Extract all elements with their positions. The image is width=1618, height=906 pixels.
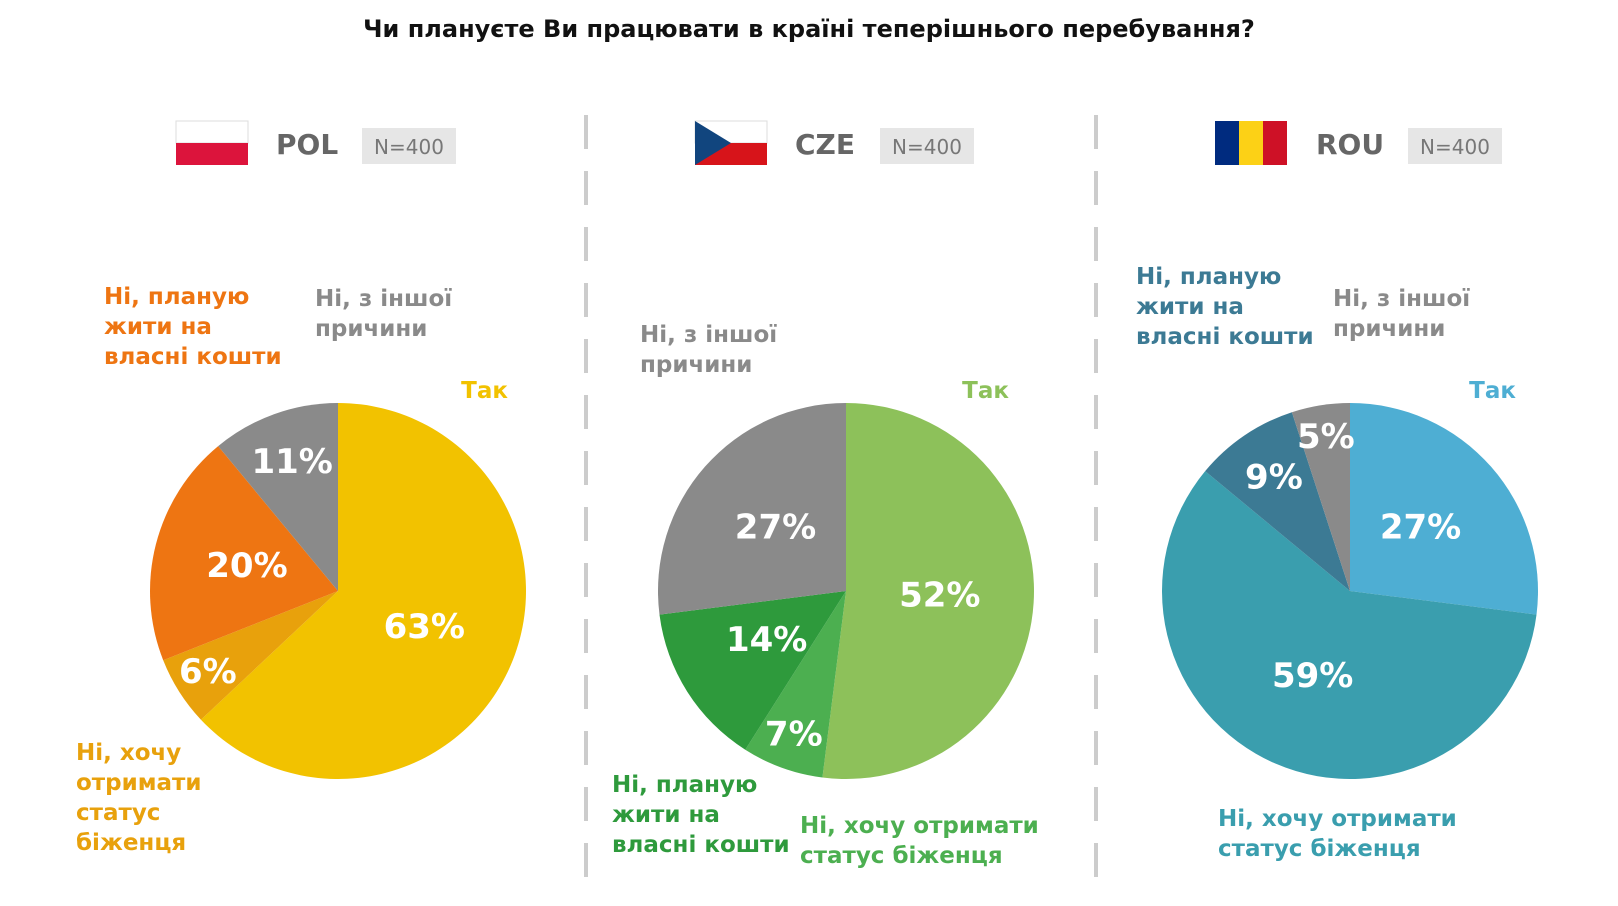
value-label: 9%	[1245, 458, 1303, 498]
country-code: POL	[276, 128, 338, 161]
value-label: 27%	[1380, 507, 1461, 547]
category-label: Так	[461, 378, 508, 404]
sample-size: N=400	[374, 135, 444, 159]
pie-slice	[150, 446, 338, 661]
pie-slice	[659, 591, 846, 750]
category-label: Ні, планую жити на власні кошти	[612, 772, 790, 858]
value-label: 59%	[1272, 656, 1353, 696]
pie-slice	[1162, 471, 1537, 779]
value-label: 63%	[384, 607, 465, 647]
pie-slice	[1350, 403, 1539, 615]
value-label: 11%	[251, 442, 332, 482]
value-label: 14%	[726, 620, 807, 660]
category-label: Ні, з іншої причини	[640, 322, 778, 378]
value-label: 20%	[206, 546, 287, 586]
flag-cze	[694, 120, 768, 165]
title: Чи плануєте Ви працювати в країні тепері…	[363, 15, 1255, 43]
sample-size: N=400	[1420, 135, 1490, 159]
value-label: 27%	[735, 507, 816, 547]
pie-slice	[218, 403, 338, 591]
flag-rou	[1215, 121, 1287, 165]
category-label: Так	[962, 378, 1009, 404]
category-label: Так	[1469, 378, 1516, 404]
dividers	[584, 115, 1098, 880]
category-label: Ні, хочу отримати статус біженця	[800, 813, 1039, 869]
pie-slice	[1205, 412, 1350, 591]
pie-slice	[658, 403, 846, 615]
category-label: Ні, з іншої причини	[315, 286, 453, 342]
value-label: 6%	[179, 652, 237, 692]
sample-box	[1408, 128, 1502, 164]
sample-box	[880, 128, 974, 164]
pie-slice	[745, 591, 846, 778]
country-code: ROU	[1316, 128, 1384, 161]
sample-size: N=400	[892, 135, 962, 159]
value-label: 7%	[765, 715, 823, 755]
pie-slice	[163, 591, 338, 720]
country-code: CZE	[795, 128, 855, 161]
value-label: 52%	[899, 575, 980, 615]
category-label: Ні, хочу отримати статус біженця	[76, 740, 202, 856]
sample-box	[362, 128, 456, 164]
flag-pol	[175, 120, 249, 165]
category-label: Ні, хочу отримати статус біженця	[1218, 806, 1457, 862]
value-label: 5%	[1297, 417, 1355, 457]
category-label: Ні, планую жити на власні кошти	[1136, 264, 1314, 350]
pie-slice	[200, 403, 526, 779]
pie-slice	[1291, 403, 1350, 591]
category-label: Ні, з іншої причини	[1333, 286, 1471, 342]
category-label: Ні, планую жити на власні кошти	[104, 284, 282, 370]
pie-slice	[822, 403, 1034, 779]
